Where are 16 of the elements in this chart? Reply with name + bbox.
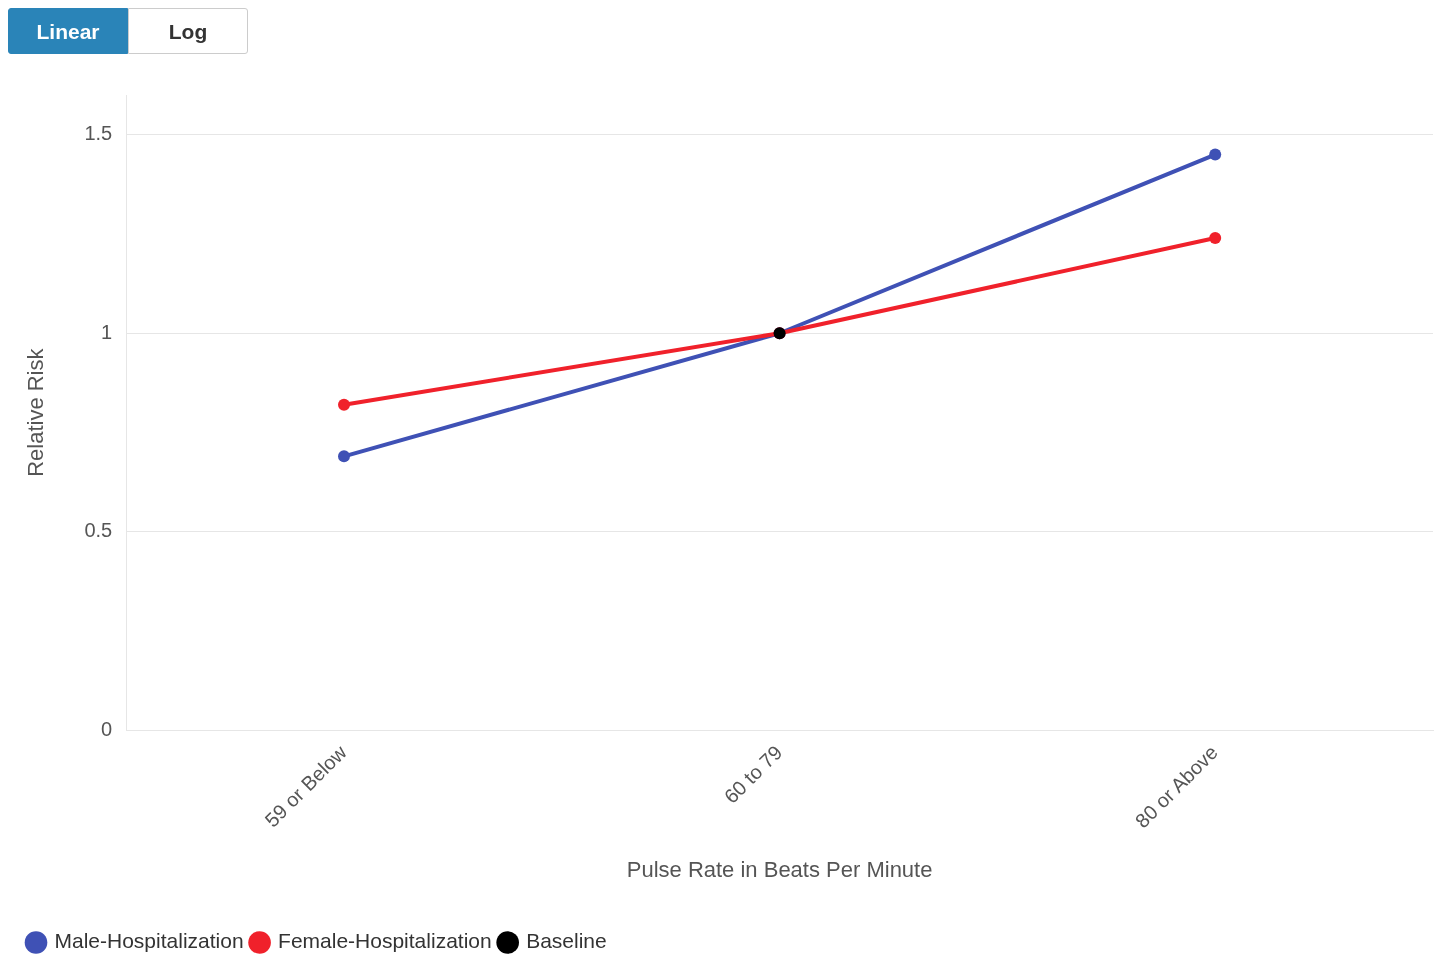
linear-scale-button: Linear [8,8,128,54]
legend-label: Female-Hospitalization [278,929,492,953]
y-tick-label: 1.5 [84,122,113,145]
legend-label: Baseline [526,929,607,953]
point [1209,231,1222,244]
x-axis-title: Pulse Rate in Beats Per Minute [626,856,933,882]
y-tick-label: 1 [101,320,113,343]
point [338,450,350,463]
point [1209,148,1222,161]
x-tick-label: 60 to 79 [719,741,787,808]
y-axis-title: Relative Risk [23,347,49,477]
point [338,398,350,411]
log-scale-button: Log [128,8,248,54]
y-tick-label: 0.5 [84,519,113,542]
y-tick-label: 0 [101,717,113,740]
legend-label: Male-Hospitalization [54,929,244,953]
